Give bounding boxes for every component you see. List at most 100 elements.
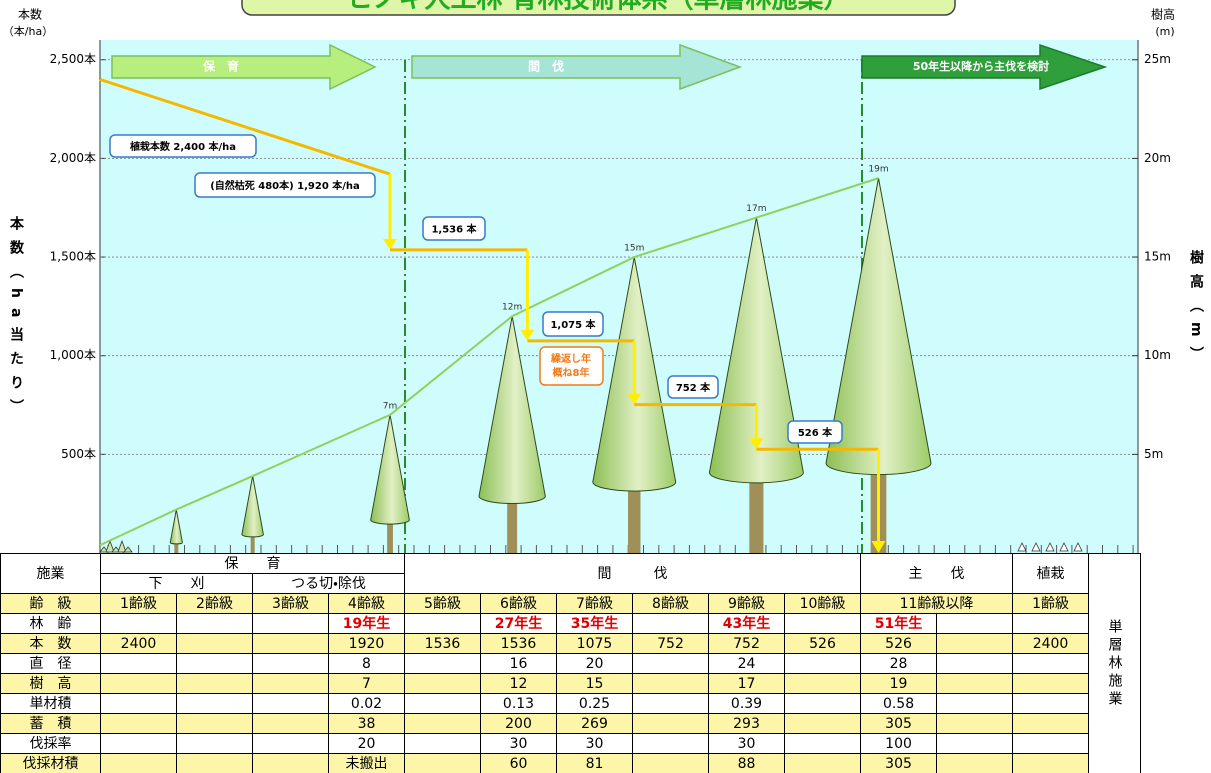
table-cell: 88 [709, 754, 785, 773]
callout-label: 526 本 [798, 426, 833, 439]
y2-tick-label: 15m [1144, 250, 1171, 264]
table-cell: 30 [481, 734, 557, 754]
table-cell: 2400 [1013, 634, 1089, 654]
y-tick-label: 1,000本 [50, 348, 96, 362]
table-cell [633, 754, 709, 773]
table-cell: 15 [557, 674, 633, 694]
table-cell: 9齢級 [709, 594, 785, 614]
row-label: 林 齢 [1, 614, 101, 634]
table-cell [633, 614, 709, 634]
table-cell: 20 [329, 734, 405, 754]
table-cell [937, 754, 1013, 773]
y2-label-top: 樹高 [1151, 8, 1175, 22]
y2-tick-label: 20m [1144, 151, 1171, 165]
row-label: 直 径 [1, 654, 101, 674]
table-cell: 526 [861, 634, 937, 654]
table-cell: 1920 [329, 634, 405, 654]
y-unit-top: （本/ha） [3, 24, 53, 38]
callout-label: 1,075 本 [550, 318, 596, 331]
table-cell [177, 714, 253, 734]
table-cell [405, 754, 481, 773]
y2-title: 樹高（m） [1186, 250, 1206, 371]
table-cell: 81 [557, 754, 633, 773]
table-cell [937, 734, 1013, 754]
row-label: 伐採率 [1, 734, 101, 754]
table-cell: 28 [861, 654, 937, 674]
height-label: 7m [383, 401, 398, 411]
row-label: 樹 高 [1, 674, 101, 694]
table-cell [405, 614, 481, 634]
table-cell: 0.02 [329, 694, 405, 714]
table-row: 伐採材積未搬出608188305 [1, 754, 1141, 773]
table-cell: 2齢級 [177, 594, 253, 614]
table-cell: 35年生 [557, 614, 633, 634]
table-cell [633, 734, 709, 754]
table-cell: 1齢級 [1013, 594, 1089, 614]
table-cell [785, 674, 861, 694]
header-cell: 主 伐 [861, 554, 1013, 594]
table-cell [633, 714, 709, 734]
header-cell: 保 育 [101, 554, 405, 574]
table-cell: 269 [557, 714, 633, 734]
table-cell: 0.58 [861, 694, 937, 714]
height-label: 15m [624, 244, 644, 254]
table-cell [405, 654, 481, 674]
phase-label: 保 育 [202, 59, 239, 74]
height-label: 19m [868, 165, 888, 175]
y2-tick-label: 25m [1144, 52, 1171, 66]
y-tick-label: 2,500本 [50, 52, 96, 66]
table-cell [633, 694, 709, 714]
table-cell [253, 614, 329, 634]
table-cell [253, 634, 329, 654]
table-cell [101, 734, 177, 754]
table-cell: 305 [861, 754, 937, 773]
table-cell: 30 [709, 734, 785, 754]
table-cell: 0.13 [481, 694, 557, 714]
table-cell: 1536 [405, 634, 481, 654]
table-cell [785, 654, 861, 674]
annotation: 概ね8年 [553, 366, 590, 379]
table-cell: 8 [329, 654, 405, 674]
table-cell: 20 [557, 654, 633, 674]
table-cell: 30 [557, 734, 633, 754]
table-cell [101, 694, 177, 714]
table-cell: 1536 [481, 634, 557, 654]
table-cell: 19 [861, 674, 937, 694]
table-cell [253, 654, 329, 674]
table-cell [405, 694, 481, 714]
y-tick-label: 1,500本 [50, 250, 96, 264]
table-cell [1013, 714, 1089, 734]
page: 本数 （本/ha） 樹高 (m) 2,500本2,000本1,500本1,000… [0, 0, 1211, 773]
table-cell [937, 614, 1013, 634]
table-cell: 7 [329, 674, 405, 694]
table-cell: 6齢級 [481, 594, 557, 614]
table-cell: 27年生 [481, 614, 557, 634]
table-cell: 43年生 [709, 614, 785, 634]
y2-unit-top: (m) [1155, 25, 1174, 38]
table-cell [785, 714, 861, 734]
table-cell [1013, 694, 1089, 714]
header-cell: 施業 [1, 554, 101, 594]
table-cell [785, 694, 861, 714]
table-cell [785, 754, 861, 773]
table-cell [177, 734, 253, 754]
table-cell: 305 [861, 714, 937, 734]
table-cell [101, 654, 177, 674]
table-row: 蓄 積38200269293305 [1, 714, 1141, 734]
table-row: 本 数240019201536153610757527525265262400 [1, 634, 1141, 654]
table-cell [405, 714, 481, 734]
table-cell [785, 614, 861, 634]
phase-label: 50年生以降から主伐を検討 [913, 59, 1049, 73]
row-label: 単材積 [1, 694, 101, 714]
annotation-box [540, 347, 603, 385]
table-cell: 38 [329, 714, 405, 734]
table-cell [253, 714, 329, 734]
table-cell: 3齢級 [253, 594, 329, 614]
table-cell: 12 [481, 674, 557, 694]
phase-label: 間 伐 [528, 59, 564, 74]
table-cell: 0.25 [557, 694, 633, 714]
table-cell [1013, 614, 1089, 634]
